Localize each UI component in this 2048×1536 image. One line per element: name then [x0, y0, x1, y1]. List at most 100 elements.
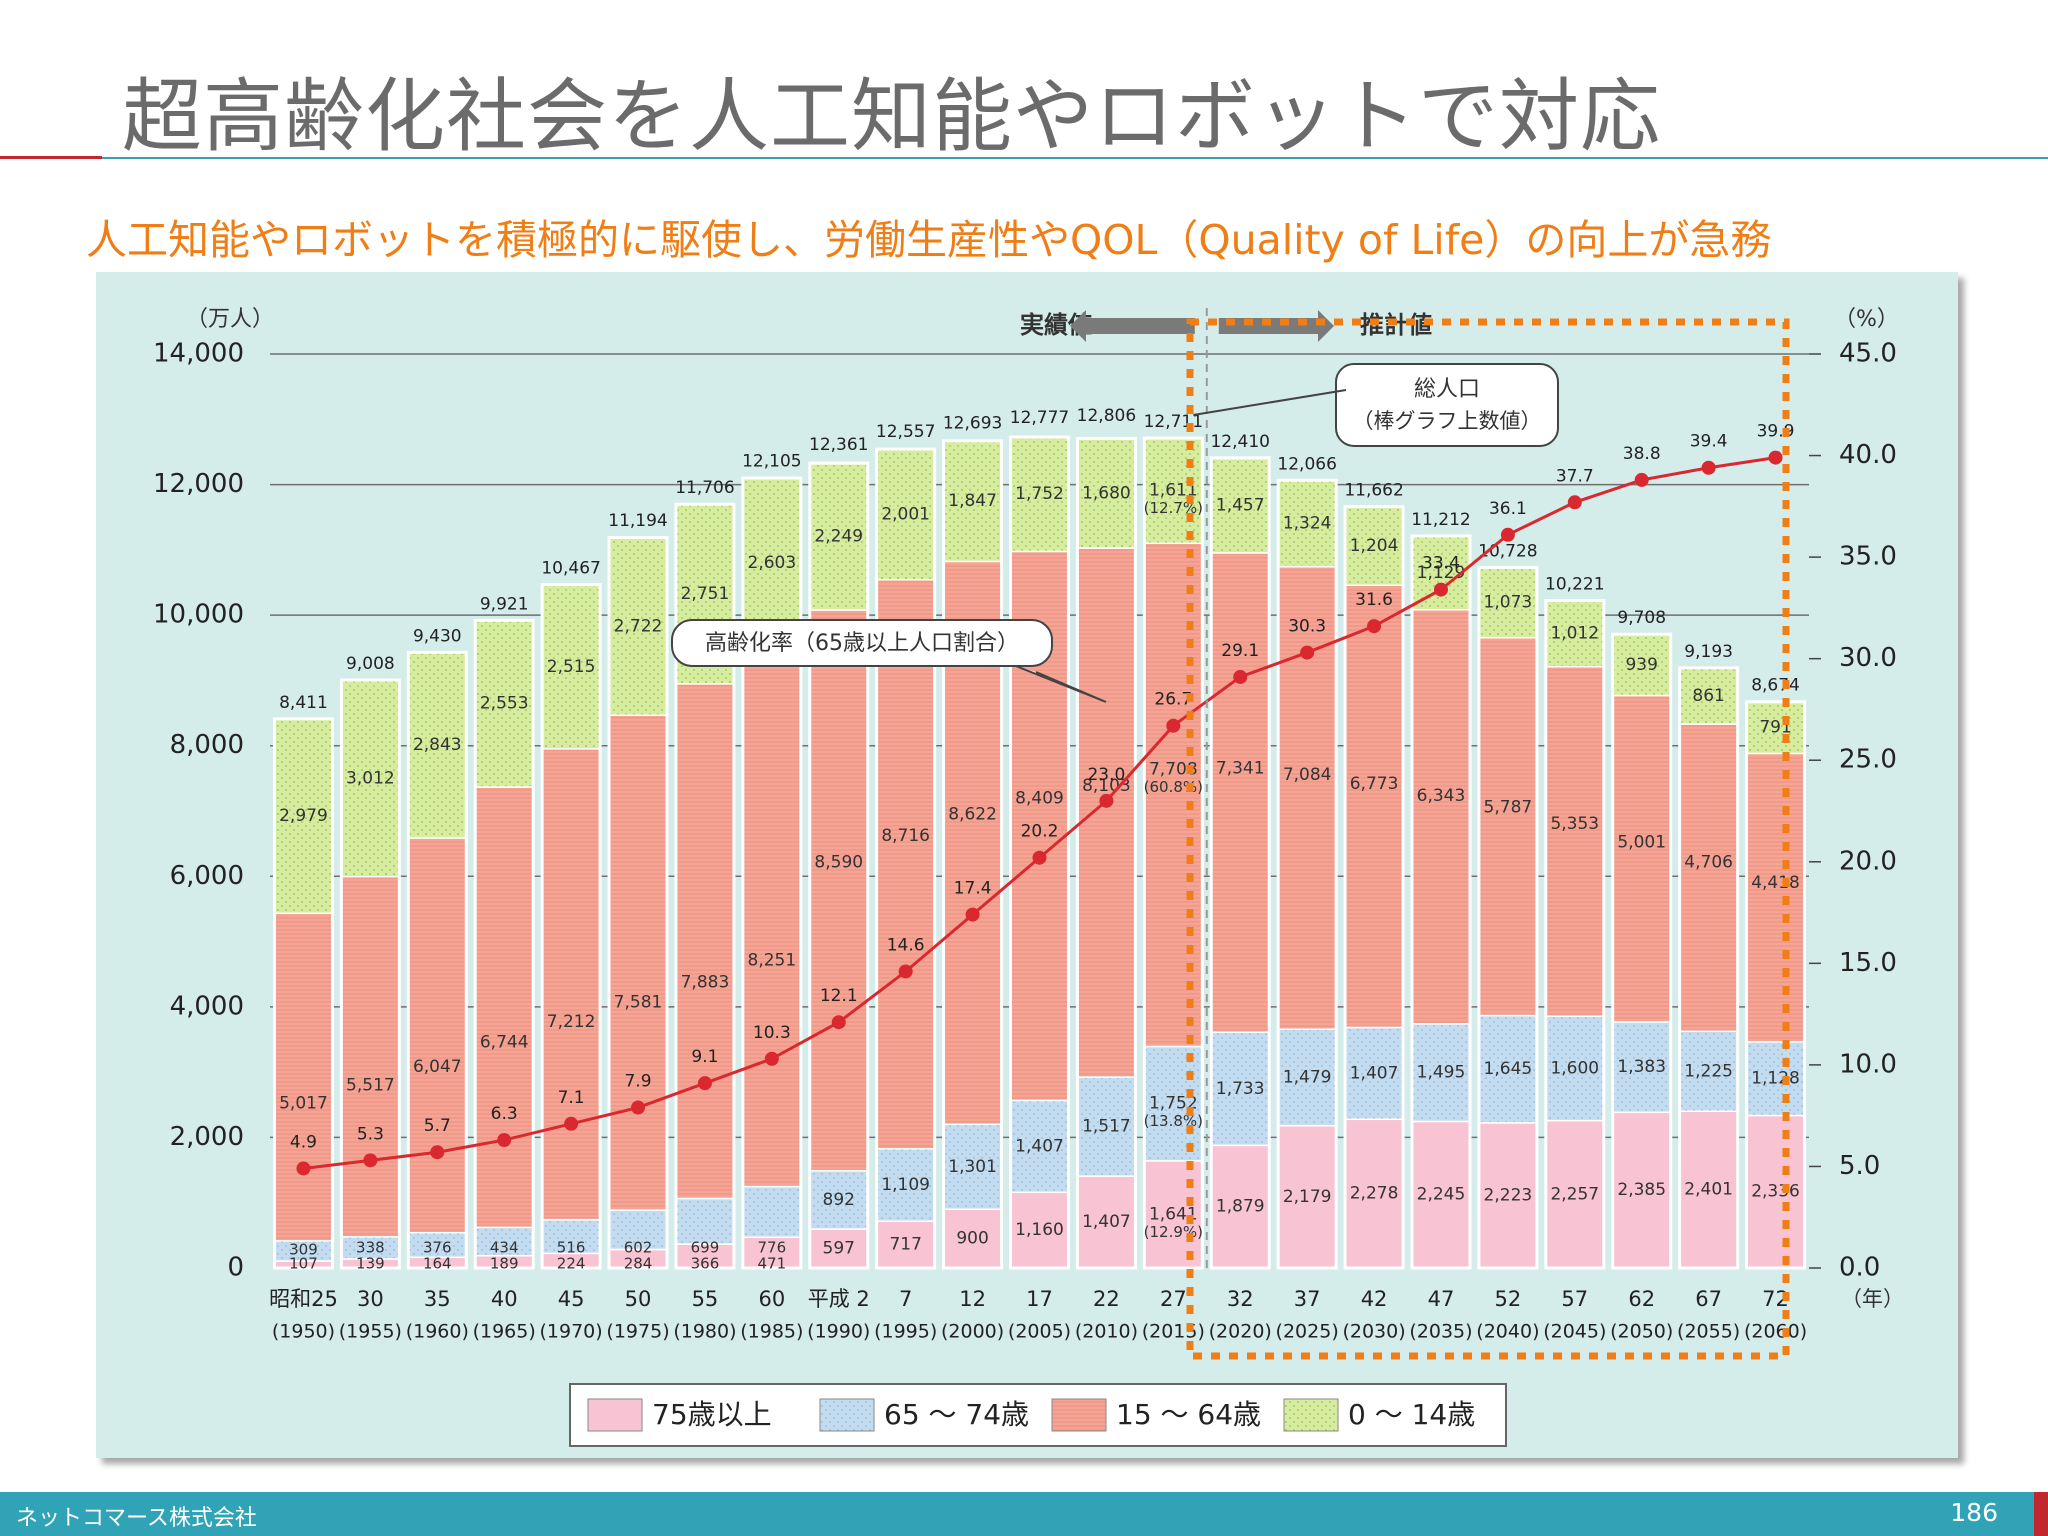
bar-segment-age15 [809, 609, 869, 1172]
x-tick-label: 30 [357, 1287, 384, 1311]
aging-ratio-point [430, 1145, 445, 1160]
bar-label-age75: 1,879 [1216, 1197, 1265, 1217]
bar-label-age0: 1,457 [1216, 495, 1265, 515]
title-rule-red [0, 156, 102, 159]
bar-segment-age15 [1545, 665, 1605, 1017]
x-tick-year: (1950) [272, 1321, 335, 1343]
aging-ratio-label: 17.4 [954, 879, 992, 899]
legend-label-age65: 65 ～ 74歳 [884, 1398, 1029, 1431]
bar-label-age15: 5,017 [279, 1093, 328, 1113]
bar-outline [875, 447, 937, 1270]
aging-ratio-label: 14.6 [887, 935, 925, 955]
x-tick-year: (2030) [1342, 1321, 1405, 1343]
x-tick-year: (2050) [1610, 1321, 1673, 1343]
x-tick-year: (1975) [606, 1321, 669, 1343]
bar-outline [942, 439, 1004, 1270]
bar-label-age0: 939 [1625, 655, 1657, 675]
x-tick-year: (2015) [1142, 1321, 1205, 1343]
x-tick-label: 50 [625, 1287, 652, 1311]
y-right-tick-label: 40.0 [1839, 440, 1897, 470]
bar-segment-age65 [1210, 1031, 1270, 1147]
bar-label-age75: 224 [557, 1255, 586, 1273]
bar-outline [741, 476, 803, 1270]
bar-label-age75: 597 [823, 1239, 855, 1259]
aging-ratio-label: 23.0 [1087, 765, 1125, 785]
x-tick-label: 57 [1561, 1287, 1588, 1311]
bar-label-age75: 2,401 [1684, 1180, 1733, 1200]
x-tick-label: 17 [1026, 1287, 1053, 1311]
aging-ratio-label: 26.7 [1154, 690, 1192, 710]
bar-segment-age65 [1009, 1099, 1070, 1194]
bar-total-label: 9,921 [480, 594, 529, 614]
bar-segment-age15 [1478, 636, 1538, 1017]
bar-outline [1075, 436, 1137, 1270]
aging-ratio-point [564, 1116, 579, 1131]
x-tick-year: (2035) [1409, 1321, 1472, 1343]
y-tick-label: 8,000 [170, 730, 244, 760]
bar-total-label: 12,777 [1010, 408, 1069, 428]
population-chart: 0 2,000 4,000 6,000 8,000 10,000 12,000 14,000 0… [153, 307, 1904, 1447]
bar-label-age65: 1,600 [1550, 1058, 1599, 1078]
bar-label-age0: 1,611 [1149, 481, 1198, 501]
bar-label-age75: 2,179 [1283, 1187, 1332, 1207]
bar-label-age15: 6,773 [1350, 774, 1399, 794]
aging-ratio-label: 37.7 [1556, 466, 1594, 486]
bar-label-age65: 338 [356, 1239, 385, 1257]
bar-label-age75: 107 [289, 1255, 318, 1273]
bar-outline [473, 618, 535, 1270]
bar-segment-age15 [541, 748, 601, 1221]
bar-label-age75: 717 [889, 1235, 921, 1255]
x-tick-label: 昭和25 [269, 1287, 338, 1311]
aging-ratio-label: 36.1 [1489, 499, 1527, 519]
footer-bar: ネットコマース株式会社 186 [0, 1492, 2048, 1536]
y-tick-label: 0 [227, 1253, 244, 1283]
bar-segment-age15 [1210, 552, 1270, 1033]
y-right-tick-label: 0.0 [1839, 1253, 1880, 1283]
y-tick-label: 2,000 [170, 1122, 244, 1152]
x-tick-label: 27 [1160, 1287, 1187, 1311]
bar-label-age75: 139 [356, 1255, 385, 1273]
aging-ratio-label: 9.1 [691, 1047, 718, 1067]
ratio-callout-box [671, 619, 1053, 667]
aging-ratio-point [965, 907, 980, 922]
bar-segment-age15 [1411, 608, 1471, 1025]
bar-outline [607, 536, 669, 1270]
aging-ratio-point [1433, 582, 1448, 597]
bar-label-age15: 4,706 [1684, 852, 1733, 872]
legend-swatch-age65 [819, 1398, 875, 1432]
bar-label-age15: 5,517 [346, 1076, 395, 1096]
aging-ratio-point [497, 1133, 512, 1148]
bar-segment-age0 [541, 583, 601, 750]
total-callout-box [1335, 363, 1559, 447]
bar-total-label: 12,105 [742, 452, 801, 472]
bar-segment-age15 [742, 647, 802, 1188]
y-right-tick-label: 25.0 [1839, 745, 1897, 775]
ratio-callout-pointer [1015, 665, 1107, 703]
aging-ratio-label: 10.3 [753, 1023, 791, 1043]
bar-total-label: 11,706 [675, 478, 734, 498]
x-tick-year: (2025) [1276, 1321, 1339, 1343]
bar-label-age75: 900 [956, 1229, 988, 1249]
total-callout-line1: 総人口 [1414, 377, 1480, 402]
bar-outline [1276, 478, 1338, 1270]
pct-label-age15: (60.8%) [1144, 778, 1203, 796]
bar-label-age65: 309 [289, 1241, 318, 1259]
bar-label-age15: 7,883 [681, 972, 730, 992]
bar-segment-age65 [742, 1185, 802, 1239]
bar-outline [1009, 435, 1070, 1270]
bar-segment-age0 [1210, 457, 1270, 554]
legend-label-age15: 15 ～ 64歳 [1116, 1398, 1261, 1431]
bar-label-age65: 892 [823, 1190, 855, 1210]
bar-label-age15: 8,590 [814, 852, 863, 872]
y-axis-unit: （万人） [186, 307, 274, 332]
x-tick-year: (2045) [1543, 1321, 1606, 1343]
y-tick-label: 10,000 [153, 600, 244, 630]
arrow-projected [1218, 310, 1334, 342]
bar-segment-age15 [675, 683, 735, 1200]
legend-label-age75: 75歳以上 [652, 1398, 772, 1431]
bar-label-age65: 1,645 [1484, 1059, 1533, 1079]
footer-accent [2034, 1492, 2048, 1536]
x-tick-year: (2060) [1744, 1321, 1807, 1343]
aging-ratio-point [631, 1100, 646, 1115]
bar-segment-age15 [1076, 547, 1137, 1078]
